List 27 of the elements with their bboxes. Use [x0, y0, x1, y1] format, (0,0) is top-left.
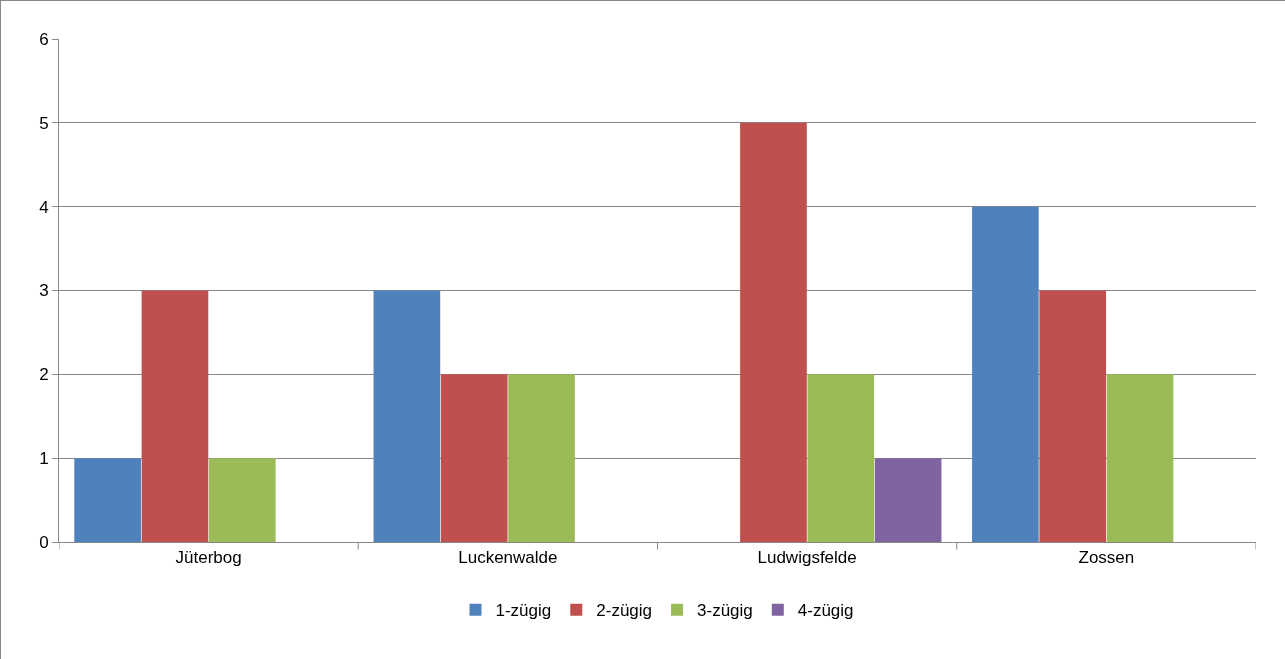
y-tick-label: 4: [39, 197, 49, 217]
y-tick-label: 5: [39, 113, 49, 133]
y-tick-label: 2: [39, 365, 49, 385]
bar: [373, 290, 441, 542]
bar: [972, 206, 1039, 542]
legend-label: 1-zügig: [495, 601, 552, 621]
bar: [874, 458, 942, 542]
bar: [740, 122, 807, 542]
x-tick-label: Jüterbog: [175, 548, 242, 568]
bar: [1106, 374, 1174, 542]
x-tick-label: Luckenwalde: [458, 548, 558, 568]
bar: [508, 374, 575, 542]
y-tick-label: 1: [39, 449, 49, 469]
y-tick-label: 0: [39, 532, 49, 552]
bar: [1039, 290, 1107, 542]
legend-label: 2-zügig: [596, 601, 653, 621]
bar: [74, 458, 141, 542]
bar: [807, 374, 875, 542]
bar: [141, 290, 209, 542]
x-tick-label: Ludwigsfelde: [757, 548, 857, 568]
y-tick-label: 3: [39, 281, 49, 301]
legend-label: 3-zügig: [697, 601, 753, 621]
legend-label: 4-zügig: [797, 601, 854, 621]
x-tick-label: Zossen: [1078, 548, 1135, 568]
y-tick-label: 6: [39, 29, 49, 49]
bar: [208, 458, 276, 542]
bar: [440, 374, 508, 542]
